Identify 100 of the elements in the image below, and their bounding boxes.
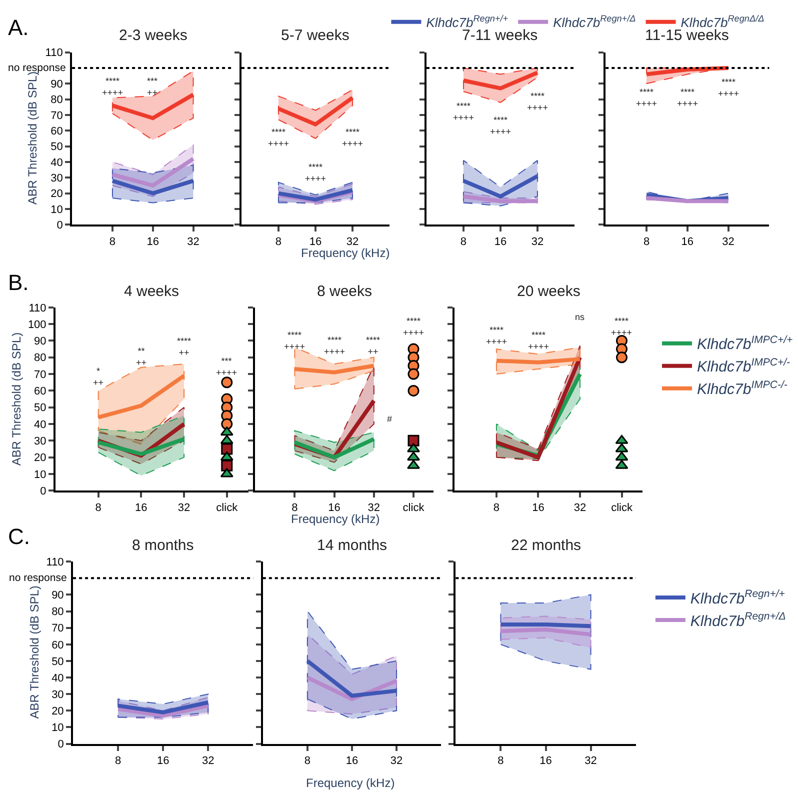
- y-tick-label: 0: [56, 220, 63, 232]
- annotation: ** ++: [136, 346, 147, 368]
- chart-title: 8 months: [132, 537, 194, 554]
- annotation: **** ++++: [718, 77, 740, 99]
- legend-label: Klhdc7b$^{IMPC-/-}$: [697, 378, 788, 398]
- x-tick-label: 16: [156, 755, 170, 768]
- y-tick-label: 20: [52, 706, 64, 718]
- y-tick-label: 60: [52, 639, 64, 652]
- annotation: **** ++++: [677, 87, 698, 109]
- annotation: **** ++++: [490, 115, 512, 137]
- x-tick-label: 32: [187, 236, 200, 248]
- annotation: *** ++: [147, 76, 158, 98]
- x-axis-title: Frequency (kHz): [291, 512, 380, 526]
- y-tick-label: 30: [50, 172, 63, 185]
- x-tick-label: 16: [135, 502, 148, 514]
- legend-label: Klhdc7b$^{IMPC+/+}$: [697, 334, 793, 354]
- annotation: **** ++: [177, 336, 192, 358]
- x-tick-label: click: [216, 502, 238, 514]
- y-tick-label: 60: [50, 125, 63, 138]
- y-tick-label: 90: [50, 78, 63, 90]
- y-tick-label: 70: [34, 368, 46, 381]
- y-tick-label: 90: [34, 336, 46, 348]
- y-axis-title: ABR Threshold (dB SPL): [26, 71, 40, 205]
- x-tick-label: 8: [304, 755, 311, 768]
- annotation: #: [387, 414, 392, 424]
- legend-label: Klhdc7b$^{Regn+/Δ}$: [553, 14, 636, 30]
- y-axis-title: ABR Threshold (dB SPL): [10, 332, 24, 466]
- chart-title: 2-3 weeks: [119, 27, 188, 44]
- x-tick-label: click: [611, 502, 633, 514]
- annotation: * ++: [93, 366, 104, 388]
- annotation: **** ++++: [528, 330, 550, 352]
- x-tick-label: 8: [95, 502, 102, 514]
- chart-title: 22 months: [511, 537, 582, 554]
- x-axis-title: Frequency (kHz): [301, 246, 390, 260]
- y-tick-label: 40: [34, 418, 46, 431]
- x-tick-label: 32: [584, 755, 597, 768]
- annotation: **** ++++: [636, 87, 658, 109]
- x-tick-label: 32: [722, 236, 734, 248]
- annotation: **** ++++: [611, 316, 632, 338]
- annotation: **** ++: [366, 335, 381, 357]
- x-tick-label: 8: [292, 502, 298, 514]
- x-tick-label: 16: [540, 755, 552, 768]
- y-tick-label: 60: [34, 386, 46, 398]
- annotation: **** ++++: [324, 335, 346, 357]
- legend-label: Klhdc7b$^{Regn+/Δ}$: [690, 610, 786, 630]
- chart-title: 11-15 weeks: [645, 27, 729, 44]
- chart-title: 8 weeks: [317, 283, 372, 300]
- y-axis-title: ABR Threshold (dB SPL): [27, 586, 42, 719]
- legend-label: Klhdc7b$^{RegnΔ/Δ}$: [680, 14, 764, 30]
- x-tick-label: 16: [328, 502, 340, 514]
- x-tick-label: 8: [275, 236, 282, 248]
- x-tick-label: 16: [681, 236, 694, 248]
- chart-title: 5-7 weeks: [281, 27, 350, 44]
- y-tick-label: 10: [50, 204, 63, 216]
- y-tick-label: 110: [28, 302, 46, 314]
- chart-title: 7-11 weeks: [462, 27, 538, 44]
- x-tick-label: 16: [309, 236, 322, 248]
- y-tick-label: 30: [52, 688, 64, 701]
- y-tick-label: 30: [34, 436, 46, 448]
- y-tick-label: 40: [52, 672, 64, 684]
- y-tick-label: 70: [52, 622, 64, 635]
- y-tick-label: 110: [46, 556, 64, 568]
- x-tick-label: 32: [531, 236, 544, 248]
- y-tick-label: 80: [52, 606, 64, 618]
- text: A.: [8, 15, 29, 40]
- x-tick-label: 32: [178, 502, 190, 514]
- y-tick-label: 20: [50, 188, 63, 200]
- annotation: *** ++++: [216, 356, 238, 378]
- chart-title: 20 weeks: [517, 283, 580, 300]
- y-tick-label: 70: [50, 110, 63, 122]
- text: C.: [8, 524, 30, 549]
- x-tick-label: 32: [368, 502, 380, 514]
- x-tick-label: 32: [346, 236, 359, 248]
- y-tick-label: 0: [40, 485, 46, 498]
- y-tick-label: 40: [50, 156, 63, 169]
- x-tick-label: 16: [494, 236, 507, 248]
- annotation: **** ++++: [284, 330, 306, 352]
- x-tick-label: 16: [346, 755, 358, 768]
- y-tick-label: 90: [52, 590, 64, 602]
- y-tick-label: 80: [34, 352, 46, 364]
- legend-label: Klhdc7b$^{IMPC+/-}$: [697, 356, 791, 376]
- y-tick-label: 110: [45, 47, 63, 60]
- y-tick-label: 20: [34, 452, 46, 464]
- annotation: **** ++++: [453, 101, 474, 123]
- legend-label: Klhdc7b$^{Regn+/+}$: [690, 588, 785, 608]
- annotation: **** ++++: [305, 162, 326, 184]
- annotation: **** ++++: [342, 127, 364, 149]
- x-tick-label: click: [402, 502, 425, 514]
- x-tick-label: 16: [146, 236, 159, 248]
- x-tick-label: 32: [202, 755, 214, 768]
- annotation: ns: [575, 312, 586, 322]
- y-tick-label: 100: [28, 318, 46, 331]
- x-axis-title: Frequency (kHz): [306, 776, 395, 790]
- y-tick-label: 80: [50, 94, 63, 106]
- chart-title: 14 months: [317, 537, 388, 554]
- annotation: **** ++++: [403, 316, 424, 338]
- y-tick-label: 10: [34, 468, 46, 481]
- annotation: **** ++++: [486, 325, 508, 347]
- x-tick-label: 8: [114, 755, 122, 768]
- ref-line-label: no response: [9, 572, 67, 584]
